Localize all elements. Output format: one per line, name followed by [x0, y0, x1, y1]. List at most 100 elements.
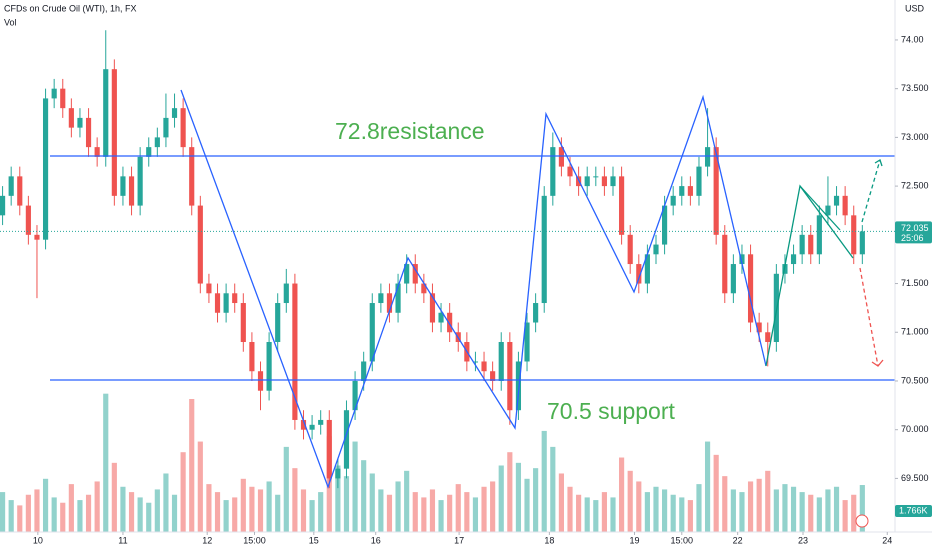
candle-body — [128, 176, 135, 206]
candle-body — [825, 205, 831, 216]
volume-bar — [361, 460, 367, 532]
volume-bar — [558, 473, 564, 532]
candle-body — [644, 254, 650, 284]
candle-body — [799, 234, 805, 255]
volume-bar — [507, 452, 513, 532]
x-tick-label: 17 — [454, 535, 464, 545]
volume-bar — [472, 497, 479, 532]
volume-bar — [369, 473, 375, 532]
candle-body — [438, 312, 444, 323]
volume-bar — [533, 468, 539, 532]
volume-bar — [25, 494, 31, 532]
candle-body — [378, 293, 384, 304]
volume-bar — [214, 492, 221, 532]
candle-body — [404, 264, 410, 284]
candle-body — [739, 254, 745, 265]
volume-bar — [687, 500, 693, 532]
candle-body — [507, 342, 513, 411]
y-tick-label: 71.500 — [901, 278, 929, 288]
volume-bar — [77, 500, 83, 532]
volume-bar — [601, 492, 607, 532]
x-tick-label: 10 — [33, 535, 43, 545]
volume-bar — [421, 497, 427, 532]
volume-bar — [189, 399, 195, 532]
candle-body — [790, 254, 797, 265]
volume-bar — [180, 452, 186, 532]
bear-path — [859, 267, 879, 367]
candle-body — [558, 147, 564, 167]
candle-body — [722, 234, 728, 294]
candle-body — [163, 117, 169, 138]
candle-body — [85, 117, 92, 148]
volume-bar — [481, 486, 487, 532]
candle-body — [369, 303, 375, 362]
volume-title: Vol — [4, 17, 17, 27]
volume-bar — [790, 486, 797, 532]
volume-bar — [266, 481, 272, 532]
volume-bar — [343, 476, 350, 532]
volume-bar — [833, 486, 840, 532]
candle-body — [137, 156, 143, 206]
candle-body — [859, 231, 865, 255]
candle-body — [111, 69, 117, 196]
volume-bar — [154, 489, 160, 532]
annotation: 70.5 support — [547, 398, 675, 424]
candle-body — [343, 410, 350, 469]
volume-bar — [42, 478, 49, 532]
alert-icon[interactable] — [855, 514, 869, 528]
volume-bar — [584, 497, 590, 532]
last-volume-box — [895, 505, 932, 518]
candle-body — [636, 264, 642, 284]
volume-bar — [378, 489, 384, 532]
candle-body — [42, 98, 49, 240]
candle-body — [171, 108, 178, 118]
candle-body — [662, 205, 668, 245]
volume-bar — [111, 462, 117, 532]
candle-layer — [0, 30, 865, 489]
volume-bar — [197, 441, 203, 532]
volume-layer — [0, 393, 865, 532]
candle-body — [68, 108, 74, 128]
volume-bar — [34, 489, 40, 532]
candle-body — [704, 147, 711, 167]
countdown: 25:06 — [901, 233, 924, 243]
candle-body — [232, 293, 238, 304]
candle-body — [249, 342, 255, 372]
volume-bar — [765, 470, 771, 532]
candle-body — [266, 342, 272, 391]
x-tick-label: 15:00 — [671, 535, 694, 545]
volume-bar — [464, 492, 470, 532]
volume-bar — [85, 494, 92, 532]
candle-body — [851, 215, 857, 255]
x-tick-label: 11 — [118, 535, 127, 545]
volume-bar — [404, 470, 410, 532]
x-tick-label: 16 — [371, 535, 381, 545]
volume-bar — [257, 489, 264, 532]
candle-body — [816, 215, 822, 255]
x-tick-label: 24 — [882, 535, 892, 545]
candle-body — [472, 361, 479, 363]
candle-body — [747, 254, 754, 323]
volume-bar — [670, 494, 676, 532]
volume-bar — [747, 481, 754, 532]
y-tick-label: 73.000 — [901, 132, 929, 142]
volume-bar — [515, 462, 522, 532]
volume-bar — [292, 468, 298, 532]
volume-bar — [713, 454, 719, 532]
projection-drawing — [799, 185, 841, 231]
volume-bar — [851, 494, 857, 532]
volume-bar — [447, 494, 453, 532]
volume-bar — [696, 484, 702, 532]
volume-bar — [68, 484, 74, 532]
candle-body — [34, 234, 40, 240]
volume-bar — [249, 486, 255, 532]
volume-bar — [8, 500, 14, 532]
x-tick-label: 18 — [544, 535, 554, 545]
volume-bar — [283, 446, 289, 532]
volume-bar — [842, 500, 848, 532]
y-tick-label: 70.000 — [901, 424, 929, 434]
candle-body — [627, 234, 633, 265]
volume-bar — [352, 441, 358, 532]
candle-body — [318, 419, 324, 425]
